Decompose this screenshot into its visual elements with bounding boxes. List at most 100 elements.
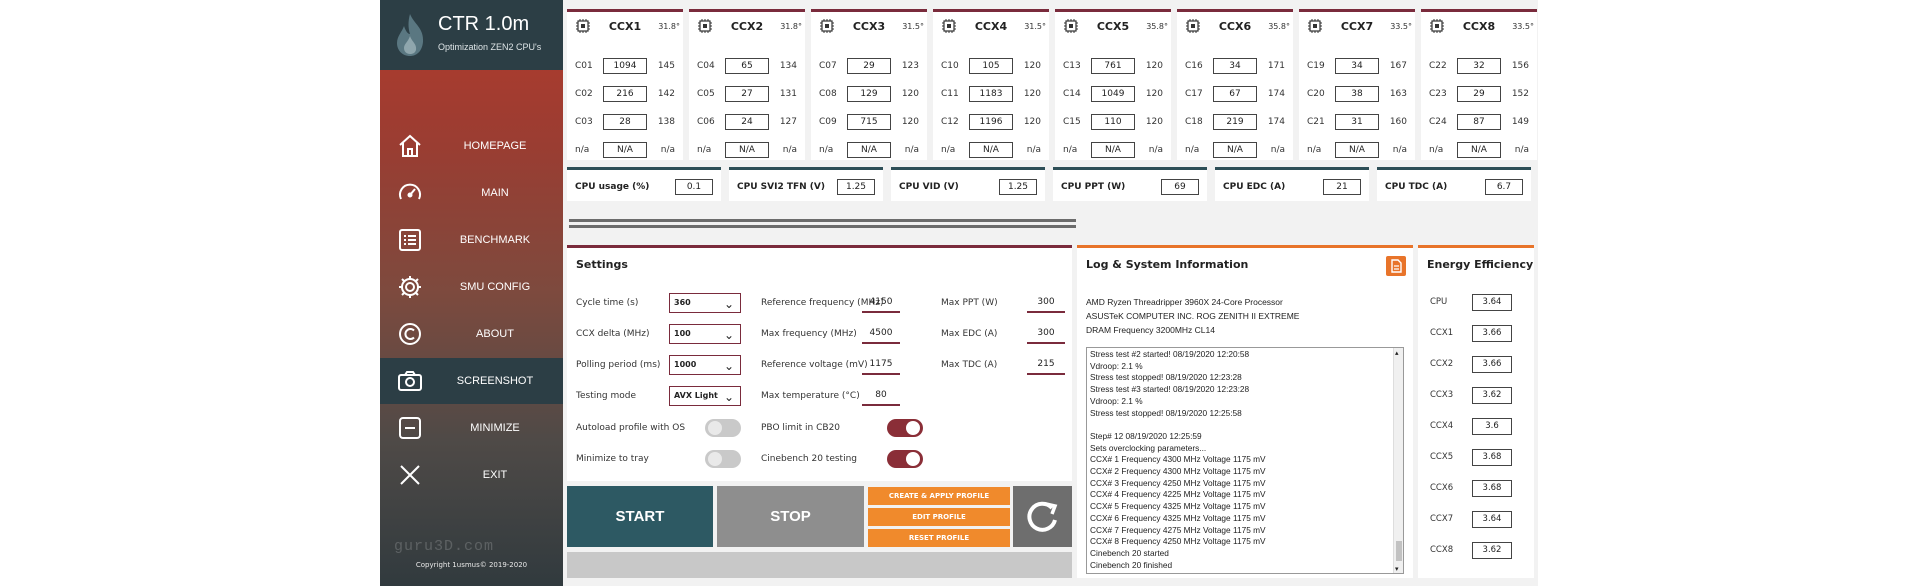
nav-benchmark[interactable]: BENCHMARK	[380, 217, 563, 263]
ccx-name: CCX8	[1462, 20, 1496, 33]
refresh-button[interactable]	[1013, 486, 1072, 547]
ref-voltage-input[interactable]: 1175	[862, 355, 900, 375]
log-line: Stress test #2 started! 08/19/2020 12:20…	[1090, 349, 1250, 359]
log-line: CCX# 3 Frequency 4250 MHz Voltage 1175 m…	[1090, 477, 1266, 488]
ccx-temperature: 33.5°	[1512, 22, 1534, 31]
edit-profile-button[interactable]: EDIT PROFILE	[868, 508, 1010, 526]
core-id: n/a	[697, 145, 712, 155]
summary-box: CPU PPT (W) 69	[1053, 167, 1207, 201]
core-box: 34	[1335, 58, 1379, 74]
ccx-name: CCX1	[608, 20, 642, 33]
cycle-time-value: 360	[674, 298, 691, 307]
summary-box: CPU EDC (A) 21	[1215, 167, 1369, 201]
system-dram: DRAM Frequency 3200MHz CL14	[1086, 325, 1215, 335]
energy-label: CCX5	[1430, 452, 1454, 462]
stop-button[interactable]: STOP	[717, 486, 864, 547]
core-row: C06 24 127	[689, 114, 805, 132]
log-scrollbar[interactable]: ▴ ▾	[1393, 348, 1403, 573]
gauge-icon	[395, 178, 425, 208]
system-board: ASUSTeK COMPUTER INC. ROG ZENITH II EXTR…	[1086, 311, 1300, 321]
max-edc-input[interactable]: 300	[1027, 324, 1065, 344]
log-title: Log & System Information	[1086, 258, 1249, 271]
core-id: C05	[697, 89, 715, 99]
summary-label: CPU EDC (A)	[1223, 182, 1286, 192]
list-icon	[395, 225, 425, 255]
energy-label: CCX6	[1430, 483, 1454, 493]
cinebench-toggle[interactable]	[887, 450, 923, 468]
create-apply-profile-button[interactable]: CREATE & APPLY PROFILE	[868, 487, 1010, 505]
energy-value: 3.6	[1472, 418, 1512, 435]
nav-minimize[interactable]: MINIMIZE	[380, 405, 563, 451]
main-panel: CCX1 31.8° C01 1094 145 C02 216 142 C03 28 138 n/a N…	[563, 0, 1538, 586]
max-tdc-input[interactable]: 215	[1027, 355, 1065, 375]
nav-smu-config[interactable]: SMU CONFIG	[380, 264, 563, 310]
nav-screenshot-label: SCREENSHOT	[456, 375, 534, 387]
ccx-panel: CCX4 31.5° C10 105 120 C11 1183 120 C12 1196 120 n/…	[933, 9, 1049, 160]
core-value: 142	[657, 89, 675, 99]
energy-value: 3.62	[1472, 542, 1512, 559]
energy-label: CCX3	[1430, 390, 1454, 400]
core-value: 120	[1145, 61, 1163, 71]
core-row: C09 715 120	[811, 114, 927, 132]
chevron-down-icon: ⌄	[723, 390, 734, 404]
max-frequency-input[interactable]: 4500	[862, 324, 900, 344]
ref-frequency-input[interactable]: 4150	[862, 293, 900, 313]
energy-label: CCX4	[1430, 421, 1454, 431]
core-value: 120	[1023, 61, 1041, 71]
core-box: 29	[1457, 86, 1501, 102]
testing-mode-value: AVX Light	[674, 391, 718, 400]
core-box: N/A	[725, 142, 769, 158]
scroll-down-icon[interactable]: ▾	[1395, 565, 1399, 573]
core-row: n/a N/A n/a	[689, 142, 805, 160]
settings-title: Settings	[576, 258, 628, 271]
nav-main[interactable]: MAIN	[380, 170, 563, 216]
ccx-delta-select[interactable]: 100 ⌄	[669, 324, 741, 344]
nav-screenshot[interactable]: SCREENSHOT	[380, 358, 563, 404]
energy-row: CCX5 3.68	[1418, 449, 1534, 467]
core-id: C18	[1185, 117, 1203, 127]
energy-value: 3.64	[1472, 294, 1512, 311]
app-title: CTR 1.0m	[438, 13, 530, 35]
ccx-name: CCX5	[1096, 20, 1130, 33]
core-box: 65	[725, 58, 769, 74]
minimize-tray-toggle[interactable]	[705, 450, 741, 468]
scroll-up-icon[interactable]: ▴	[1395, 349, 1399, 357]
ccx-panel: CCX2 31.8° C04 65 134 C05 27 131 C06 24 127 n/a N/A n…	[689, 9, 805, 160]
nav-homepage[interactable]: HOMEPAGE	[380, 123, 563, 169]
pbo-limit-toggle[interactable]	[887, 419, 923, 437]
summary-label: CPU TDC (A)	[1385, 182, 1448, 192]
core-id: C02	[575, 89, 593, 99]
core-value: 145	[657, 61, 675, 71]
core-value: n/a	[1270, 145, 1285, 155]
scrollbar-thumb[interactable]	[1396, 541, 1402, 561]
core-value: 138	[657, 117, 675, 127]
cycle-time-select[interactable]: 360 ⌄	[669, 293, 741, 313]
core-box: 715	[847, 114, 891, 130]
core-row: C08 129 120	[811, 86, 927, 104]
log-textarea[interactable]: Stress test #2 started! 08/19/2020 12:20…	[1086, 347, 1404, 574]
nav-about[interactable]: ABOUT	[380, 311, 563, 357]
cpu-chip-icon	[1307, 18, 1323, 34]
core-id: C10	[941, 61, 959, 71]
max-temperature-input[interactable]: 80	[862, 386, 900, 406]
core-id: C23	[1429, 89, 1447, 99]
start-button[interactable]: START	[567, 486, 713, 547]
nav-smu-config-label: SMU CONFIG	[459, 281, 531, 293]
reset-profile-button[interactable]: RESET PROFILE	[868, 529, 1010, 547]
core-id: n/a	[1307, 145, 1322, 155]
core-box: 129	[847, 86, 891, 102]
save-log-button[interactable]	[1386, 256, 1406, 276]
testing-mode-select[interactable]: AVX Light ⌄	[669, 386, 741, 406]
refresh-icon	[1027, 501, 1058, 532]
autoload-toggle[interactable]	[705, 419, 741, 437]
ref-frequency-label: Reference frequency (MHz)	[761, 298, 884, 308]
energy-value: 3.62	[1472, 387, 1512, 404]
nav-exit[interactable]: EXIT	[380, 452, 563, 498]
core-box: 24	[725, 114, 769, 130]
core-box: 28	[603, 114, 647, 130]
cpu-chip-icon	[1185, 18, 1201, 34]
log-line: CCX# 4 Frequency 4225 MHz Voltage 1175 m…	[1090, 489, 1266, 500]
max-ppt-input[interactable]: 300	[1027, 293, 1065, 313]
core-id: C15	[1063, 117, 1081, 127]
polling-period-select[interactable]: 1000 ⌄	[669, 355, 741, 375]
